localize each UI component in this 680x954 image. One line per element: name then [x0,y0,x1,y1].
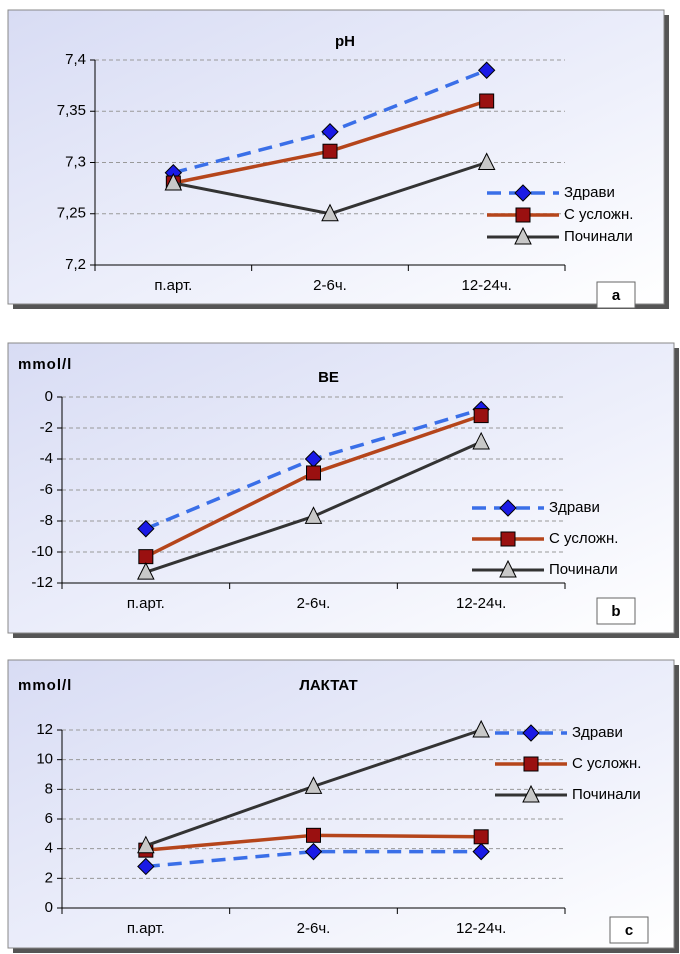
marker-square [138,549,154,565]
series-line [145,849,482,869]
marker-triangle [304,506,323,524]
marker-square [500,531,516,547]
y-axis-label: mmol/l [18,356,72,373]
y-tick-label: -6 [40,481,53,498]
y-tick-label: -4 [40,450,53,467]
legend-entry: Починали [495,784,641,803]
marker-square [306,465,321,481]
marker-square [473,829,489,845]
marker-square [479,93,495,109]
legend-label: Здрави [572,724,623,741]
marker-triangle [477,152,496,170]
panel-label-box [609,916,649,944]
y-tick-label: -10 [31,543,53,560]
y-tick-label: 10 [36,751,53,768]
y-tick-label: 0 [45,388,53,405]
legend-label: Починали [564,228,633,245]
chart-title: pH [335,33,355,50]
legend-entry: Здрави [472,499,600,517]
legend-label: С усложн. [572,755,641,772]
chart-title: ЛАКТАТ [299,677,357,694]
legend-entry: Здрави [495,724,623,742]
x-tick-label: п.арт. [127,920,165,937]
marker-diamond [137,857,155,876]
marker-triangle [472,719,490,738]
x-tick-label: 12-24ч. [456,595,506,612]
marker-diamond [304,842,323,861]
marker-diamond [477,61,496,79]
legend-label: Здрави [564,184,615,201]
y-tick-label: 4 [45,840,53,857]
legend-entry: С усложн. [472,530,618,547]
legend-label: С усложн. [549,530,618,547]
marker-triangle [499,559,517,578]
marker-square [473,408,489,424]
y-tick-label: 2 [45,869,53,886]
marker-square [306,827,321,843]
y-tick-label: 7,35 [57,102,86,119]
marker-triangle [137,562,155,580]
marker-diamond [499,499,517,517]
y-tick-label: 7,25 [57,205,86,222]
y-tick-label: 7,4 [65,51,86,68]
x-tick-label: 2-6ч. [313,277,347,294]
marker-triangle [522,784,540,803]
y-tick-label: -12 [31,574,53,591]
x-tick-label: 12-24ч. [461,277,511,294]
y-tick-label: 6 [45,810,53,827]
y-tick-label: 7,2 [65,256,86,273]
panel-label-box [596,281,636,309]
marker-diamond [472,842,490,861]
legend-label: С усложн. [564,206,633,223]
marker-square [322,143,338,159]
marker-triangle [472,431,490,450]
marker-square [515,207,531,223]
y-tick-label: 12 [36,721,53,738]
marker-triangle [304,776,323,794]
marker-triangle [514,226,532,245]
y-tick-label: 0 [45,899,53,916]
legend-label: Починали [572,786,641,803]
legend-label: Починали [549,561,618,578]
panel-label: b [611,603,620,620]
panel [7,342,675,634]
legend-entry: С усложн. [495,755,641,772]
x-tick-label: 2-6ч. [297,920,331,937]
marker-triangle [137,835,155,854]
x-tick-label: п.арт. [127,595,165,612]
panel-label-box [596,597,636,625]
x-tick-label: 12-24ч. [456,920,506,937]
y-tick-label: -8 [40,512,53,529]
legend-entry: Починали [487,226,633,245]
marker-square [523,756,539,772]
legend-entry: Починали [472,559,618,578]
legend-entry: Здрави [487,184,615,202]
y-tick-label: 8 [45,780,53,797]
y-axis-label: mmol/l [18,677,72,694]
x-tick-label: 2-6ч. [297,595,331,612]
legend-label: Здрави [549,499,600,516]
panel-label: a [612,287,621,304]
marker-triangle [164,172,183,191]
marker-diamond [321,123,339,141]
panel [7,659,675,949]
marker-triangle [321,203,339,222]
marker-diamond [522,724,540,742]
marker-diamond [137,520,155,538]
marker-diamond [514,184,532,202]
legend-entry: С усложн. [487,206,633,223]
chart-title: BE [318,369,339,386]
y-tick-label: -2 [40,419,53,436]
panel-label: c [625,922,633,939]
y-tick-label: 7,3 [65,153,86,170]
x-tick-label: п.арт. [154,277,192,294]
